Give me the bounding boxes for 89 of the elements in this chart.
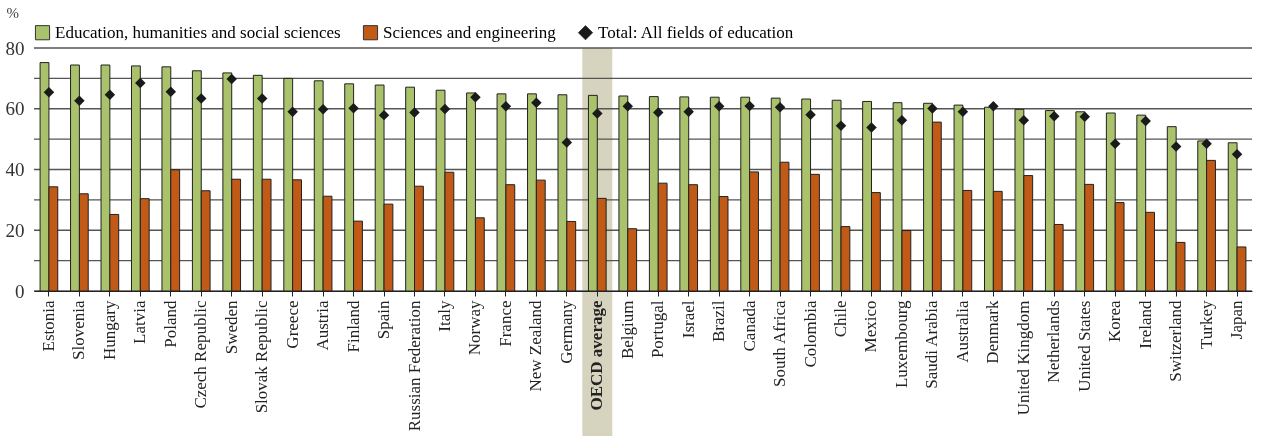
x-tick-label: Portugal xyxy=(648,300,668,359)
point xyxy=(226,73,237,85)
x-tick-label: Australia xyxy=(952,300,972,363)
x-tick-label: Poland xyxy=(160,300,180,348)
y-tick-label: 0 xyxy=(15,280,25,302)
point xyxy=(1049,111,1060,122)
point xyxy=(683,106,694,118)
point xyxy=(1231,149,1243,160)
point xyxy=(927,103,938,114)
y-tick-label: 20 xyxy=(5,219,25,241)
x-tick-label: United States xyxy=(1074,300,1094,392)
point xyxy=(1201,138,1212,149)
point xyxy=(957,106,969,118)
x-tick-label: Italy xyxy=(434,300,454,332)
point xyxy=(713,101,725,112)
y-tick-label: 60 xyxy=(5,98,25,120)
x-tick-label: Netherlands xyxy=(1044,300,1064,383)
x-tick-label: Finland xyxy=(343,300,363,353)
point xyxy=(805,109,816,121)
x-tick-label: Belgium xyxy=(617,300,637,360)
legend-label: Sciences and engineering xyxy=(383,22,557,42)
x-tick-label: Spain xyxy=(374,300,394,340)
point xyxy=(531,97,542,108)
legend-label: Education, humanities and social sciences xyxy=(55,22,341,42)
x-tick-label: Greece xyxy=(282,300,302,349)
x-tick-label: New Zealand xyxy=(526,300,546,392)
x-tick-label: OECD average xyxy=(587,300,607,411)
point xyxy=(774,101,786,113)
point xyxy=(1109,138,1121,149)
x-tick-label: France xyxy=(495,300,515,347)
x-tick-label: Germany xyxy=(556,300,576,364)
point xyxy=(165,86,177,97)
x-tick-label: Czech Republic xyxy=(191,300,211,409)
point xyxy=(409,107,420,118)
x-tick-label: Estonia xyxy=(38,300,58,352)
x-tick-label: Slovak Republic xyxy=(252,300,272,414)
x-tick-label: Colombia xyxy=(800,300,820,368)
x-tick-label: Switzerland xyxy=(1166,300,1186,382)
point xyxy=(104,89,116,101)
point xyxy=(866,122,877,133)
x-tick-label: Hungary xyxy=(99,300,119,360)
x-tick-label: Turkey xyxy=(1196,300,1216,349)
point xyxy=(43,87,55,98)
point xyxy=(1018,115,1030,126)
point xyxy=(744,100,755,112)
point xyxy=(835,120,847,131)
y-tick-label: 80 xyxy=(5,37,25,59)
point xyxy=(500,101,512,112)
point xyxy=(378,109,390,121)
point xyxy=(1170,141,1182,152)
x-tick-label: Latvia xyxy=(130,300,150,344)
point xyxy=(622,101,634,112)
point xyxy=(470,91,481,103)
y-tick-label: 40 xyxy=(5,159,25,180)
point xyxy=(287,106,298,118)
x-tick-label: United Kingdom xyxy=(1013,300,1033,416)
point xyxy=(348,102,359,114)
point xyxy=(1079,111,1090,122)
point xyxy=(896,115,908,126)
x-tick-label: Korea xyxy=(1105,300,1125,343)
point xyxy=(256,93,268,104)
point xyxy=(439,103,451,115)
x-tick-label: Brazil xyxy=(709,300,729,343)
x-tick-label: South Africa xyxy=(770,300,790,387)
x-tick-label: Luxembourg xyxy=(891,300,911,389)
point xyxy=(196,93,207,104)
point xyxy=(1140,115,1151,127)
x-tick-label: Chile xyxy=(831,300,851,338)
x-tick-label: Austria xyxy=(313,300,333,351)
point xyxy=(317,104,329,115)
x-tick-label: Mexico xyxy=(861,300,881,353)
point xyxy=(74,95,85,107)
y-axis-title: % xyxy=(6,4,19,21)
point xyxy=(561,137,573,148)
x-tick-label: Japan xyxy=(1227,300,1247,340)
x-tick-label: Sweden xyxy=(221,300,241,355)
point xyxy=(652,107,664,118)
x-tick-label: Israel xyxy=(678,300,698,339)
x-tick-label: Denmark xyxy=(983,300,1003,364)
point xyxy=(988,101,999,112)
x-tick-label: Norway xyxy=(465,300,485,356)
point xyxy=(592,108,603,119)
x-tick-label: Canada xyxy=(739,300,759,352)
x-tick-label: Ireland xyxy=(1135,300,1155,349)
legend-label: Total: All fields of education xyxy=(598,22,794,42)
x-tick-label: Slovenia xyxy=(69,300,89,360)
x-tick-label: Saudi Arabia xyxy=(922,300,942,389)
x-tick-label: Russian Federation xyxy=(404,300,424,432)
point xyxy=(135,77,146,89)
